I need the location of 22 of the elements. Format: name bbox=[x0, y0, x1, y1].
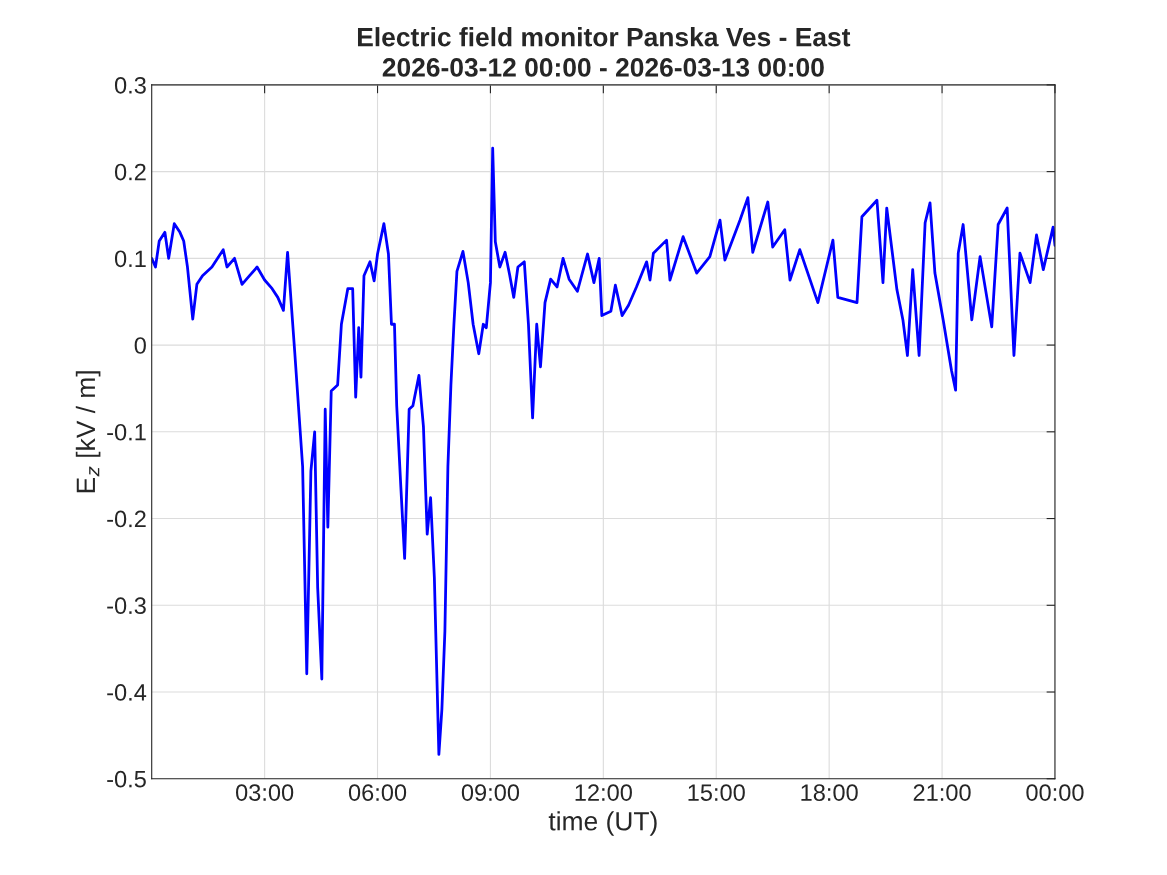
x-tick-label: 03:00 bbox=[236, 784, 294, 801]
y-tick-label: 0.2 bbox=[114, 163, 146, 181]
x-tick-label: 12:00 bbox=[575, 784, 632, 801]
y-tick-label: 0.1 bbox=[114, 250, 146, 268]
y-tick-label: 0 bbox=[134, 337, 146, 354]
x-tick-label: 15:00 bbox=[688, 784, 745, 801]
y-tick-label: -0.1 bbox=[107, 423, 146, 441]
x-tick-label: 21:00 bbox=[913, 784, 971, 801]
x-tick-label: 00:00 bbox=[1026, 784, 1084, 801]
y-tick-label: -0.2 bbox=[107, 510, 146, 528]
y-axis-title: E$_{z}$ [kV / m] bbox=[75, 371, 101, 493]
x-tick-label: 06:00 bbox=[348, 784, 407, 801]
y-tick-label: -0.3 bbox=[107, 597, 146, 615]
chart-title: Electric field monitor Panska Ves - East bbox=[357, 27, 851, 47]
y-tick-label: 0.3 bbox=[114, 76, 146, 94]
x-tick-label: 18:00 bbox=[801, 784, 858, 801]
x-axis-title: time (UT) bbox=[548, 811, 657, 836]
chart-subtitle: 2026-03-12 00:00 - 2026-03-13 00:00 bbox=[382, 58, 824, 77]
y-tick-label: -0.5 bbox=[107, 770, 146, 788]
y-tick-label: -0.4 bbox=[107, 684, 147, 701]
x-tick-label: 09:00 bbox=[461, 784, 520, 801]
line-series bbox=[151, 146, 1055, 756]
